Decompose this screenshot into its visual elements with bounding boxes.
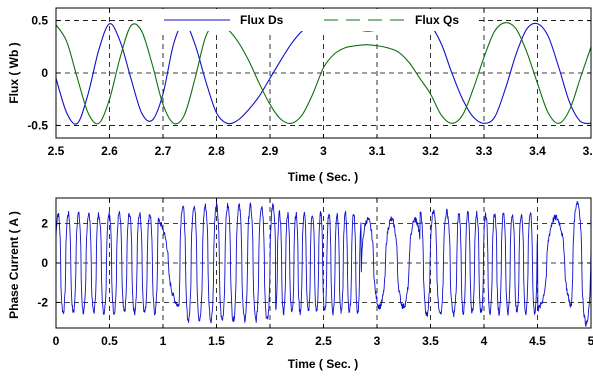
y-tick-label: 2	[41, 217, 48, 231]
x-tick-label: 2.9	[262, 144, 279, 158]
y-tick-label: 0.5	[31, 14, 48, 28]
x-tick-label: 1.5	[208, 334, 225, 348]
phase-current-series-lines	[55, 200, 592, 327]
flux-plot: 2.5 2.6 2.7 2.8 2.9 3 3.1 3.2 3.3 3.4 3.5 -0.5 0 0.5…	[7, 7, 593, 184]
x-tick-label: 2.5	[315, 334, 332, 348]
flux-y-ticks: -0.5 0 0.5	[27, 14, 591, 132]
legend-flux-qs-label: Flux Qs	[415, 13, 459, 27]
flux-x-ticks: 2.5 2.6 2.7 2.8 2.9 3 3.1 3.2 3.3 3.4 3.5	[48, 8, 593, 158]
x-tick-label: 3.3	[476, 144, 493, 158]
y-tick-label: -2	[37, 295, 48, 309]
flux-x-axis-label: Time ( Sec. )	[288, 170, 358, 184]
phase-current-x-axis-label: Time ( Sec. )	[288, 357, 358, 371]
x-tick-label: 5	[588, 334, 593, 348]
x-tick-label: 3	[374, 334, 381, 348]
legend-background	[146, 9, 476, 31]
x-tick-label: 2.8	[208, 144, 225, 158]
x-tick-label: 3.4	[529, 144, 546, 158]
y-tick-label: 0	[41, 66, 48, 80]
phase-current-x-ticks: 0 0.5 1 1.5 2 2.5 3 3.5 4 4.5 5	[53, 198, 593, 348]
x-tick-label: 3.2	[422, 144, 439, 158]
x-tick-label: 2	[267, 334, 274, 348]
y-tick-label: -0.5	[27, 118, 48, 132]
flux-legend: Flux Ds Flux Qs	[146, 9, 476, 31]
phase-current-y-axis-label: Phase Current ( A )	[7, 211, 21, 319]
flux-y-axis-label: Flux ( Wb )	[7, 42, 21, 103]
flux-qs-line	[55, 22, 592, 125]
x-tick-label: 3	[320, 144, 327, 158]
x-tick-label: 0.5	[101, 334, 118, 348]
x-tick-label: 0	[53, 334, 60, 348]
phase-current-grid	[56, 198, 591, 328]
legend-flux-ds-label: Flux Ds	[240, 13, 284, 27]
x-tick-label: 4	[481, 334, 488, 348]
x-tick-label: 3.1	[369, 144, 386, 158]
y-tick-label: 0	[41, 256, 48, 270]
x-tick-label: 4.5	[529, 334, 546, 348]
x-tick-label: 1	[160, 334, 167, 348]
x-tick-label: 3.5	[422, 334, 439, 348]
x-tick-label: 2.7	[155, 144, 172, 158]
phase-current-y-ticks: -2 0 2	[37, 217, 591, 309]
phase-current-line	[55, 200, 592, 327]
phase-current-plot: 0 0.5 1 1.5 2 2.5 3 3.5 4 4.5 5 -2 0 2 Time ( Sec. )…	[7, 197, 593, 371]
x-tick-label: 2.6	[101, 144, 118, 158]
x-tick-label: 2.5	[48, 144, 65, 158]
x-tick-label: 3.5	[583, 144, 593, 158]
